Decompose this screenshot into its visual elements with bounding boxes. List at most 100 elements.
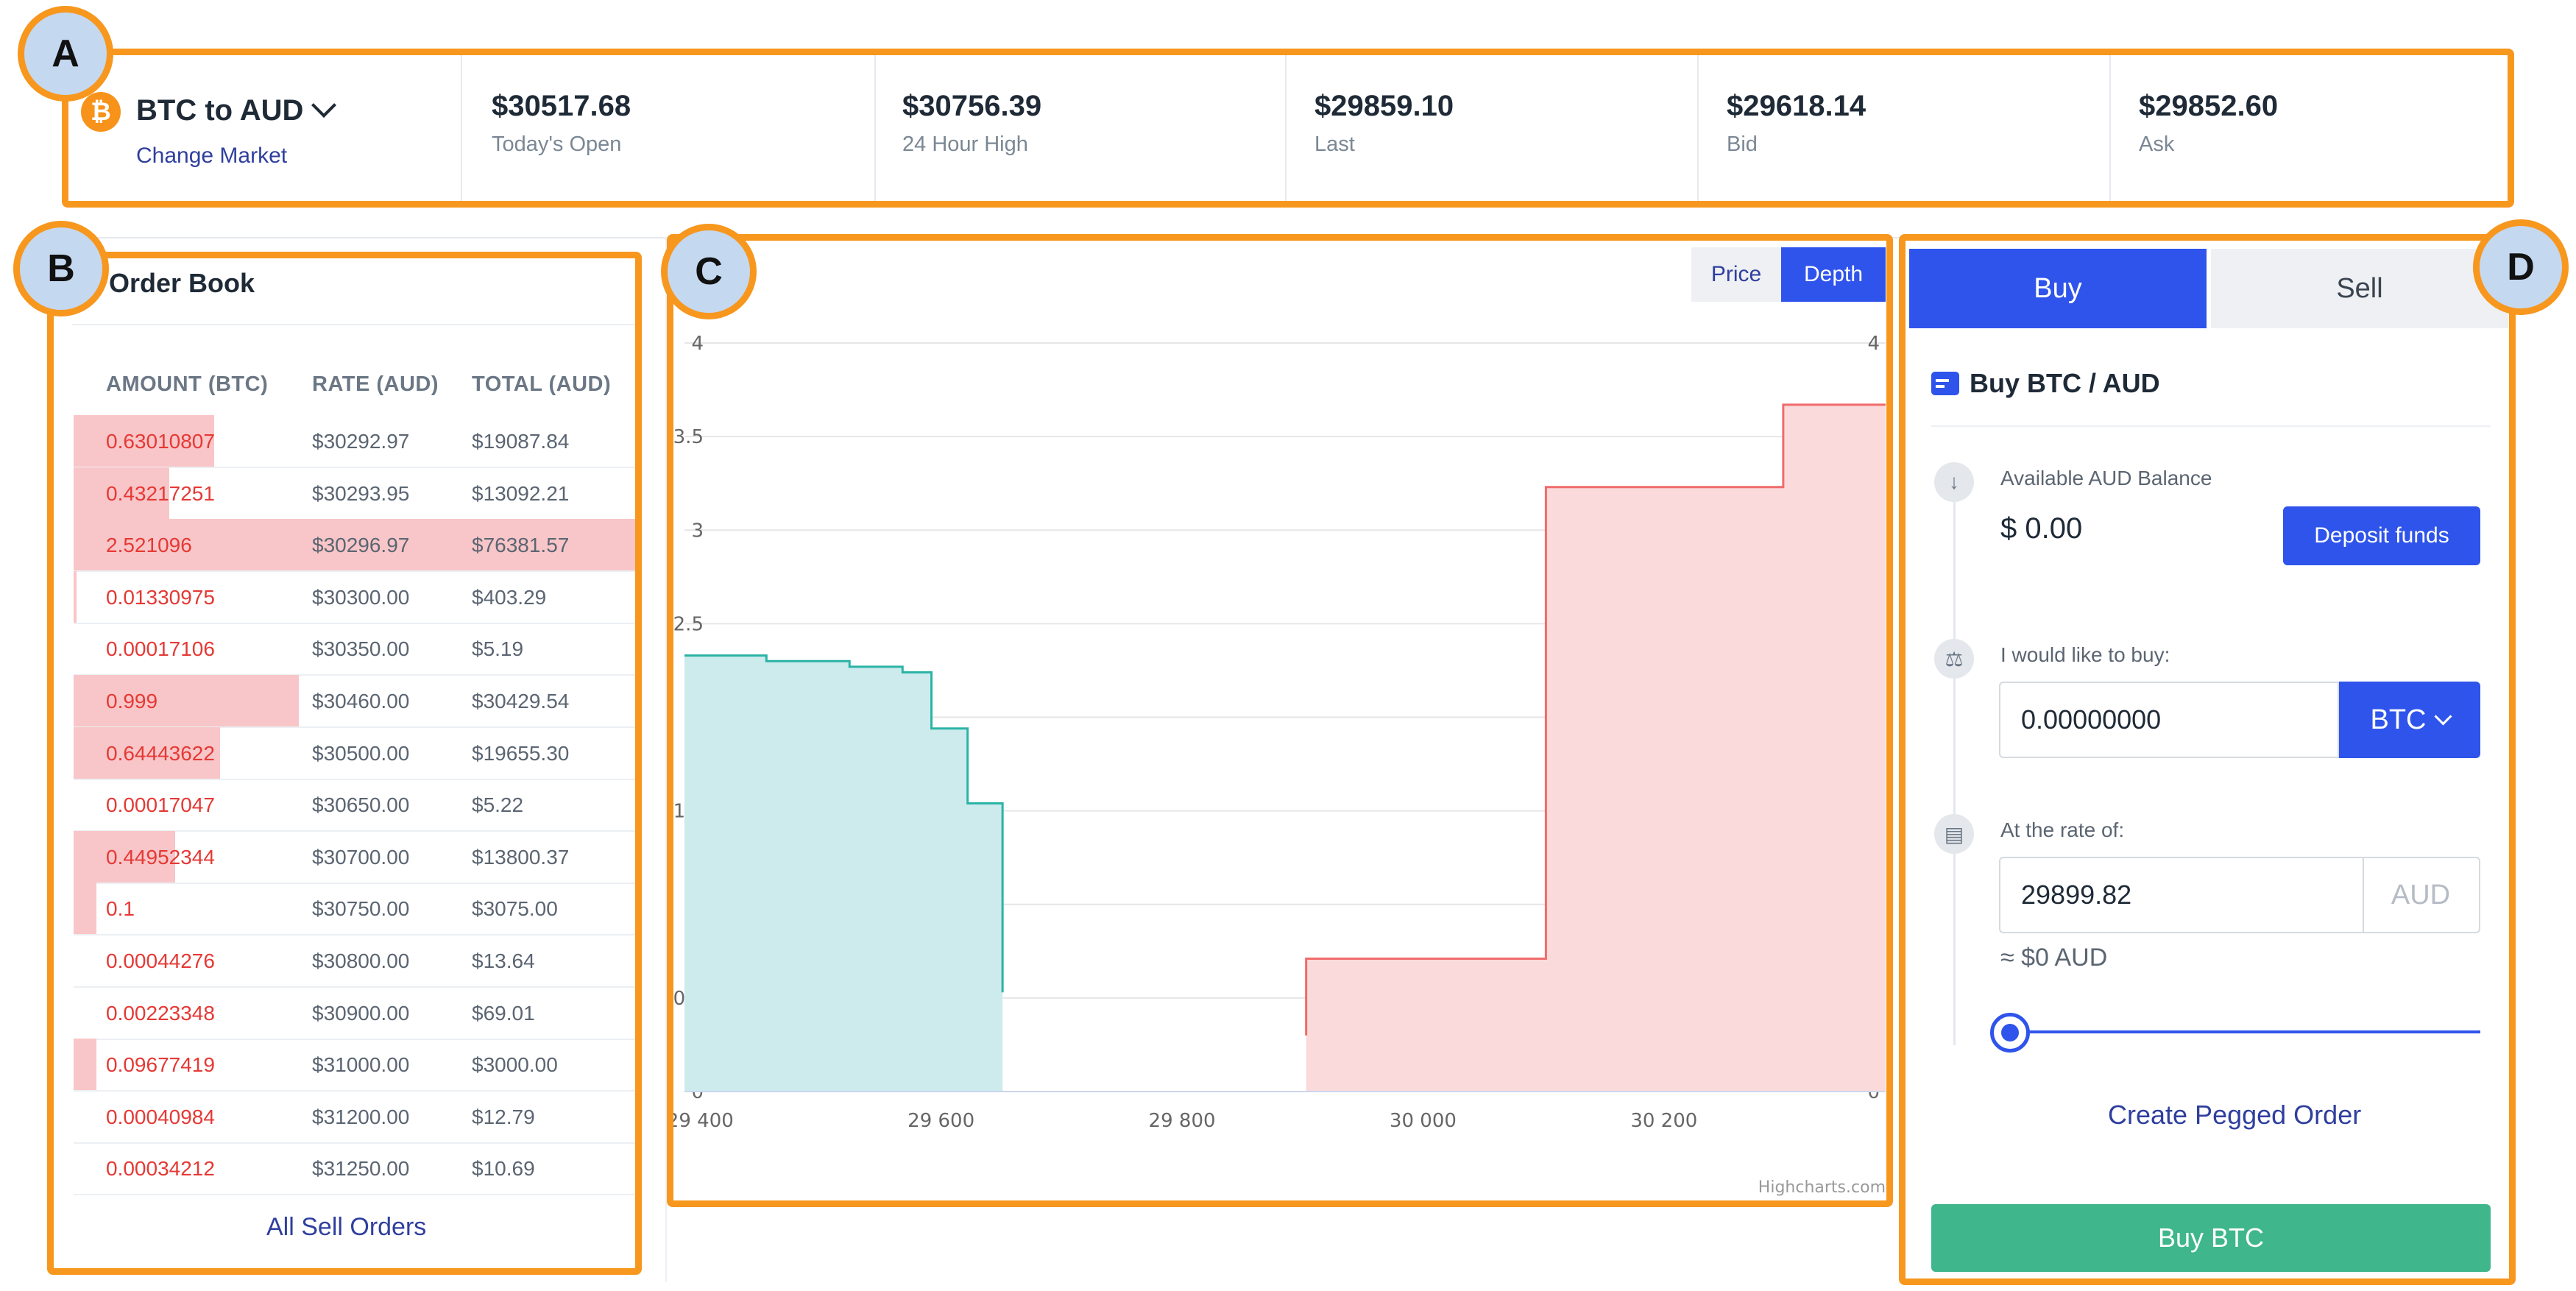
depth-bar	[74, 830, 175, 883]
order-total: $403.29	[472, 585, 547, 609]
scale-icon: ⚖	[1934, 639, 1974, 679]
rate-unit-label: AUD	[2391, 879, 2451, 910]
order-amount: 0.44952344	[106, 845, 215, 869]
create-pegged-order-link[interactable]: Create Pegged Order	[2108, 1100, 2362, 1130]
order-book-row[interactable]: 0.00034212 $31250.00 $10.69	[74, 1142, 636, 1196]
buy-amount-value: 0.00000000	[2021, 704, 2162, 735]
highcharts-credit: Highcharts.com	[1758, 1178, 1886, 1197]
rate-input[interactable]: 29899.82	[1999, 857, 2364, 933]
rate-input-value: 29899.82	[2021, 880, 2132, 910]
wallet-check-icon	[1931, 372, 1959, 395]
order-book-row[interactable]: 0.09677419 $31000.00 $3000.00	[74, 1039, 636, 1092]
change-market-link[interactable]: Change Market	[136, 144, 288, 168]
market-pair-selector[interactable]: BTC to AUD	[136, 88, 337, 132]
order-book-row[interactable]: 0.00223348 $30900.00 $69.01	[74, 987, 636, 1040]
order-amount: 0.999	[106, 690, 158, 712]
order-amount: 0.01330975	[106, 585, 215, 609]
order-total: $3000.00	[472, 1053, 558, 1077]
stat-value: $30517.68	[492, 90, 631, 122]
order-rate: $31000.00	[312, 1053, 410, 1077]
order-total: $12.79	[472, 1105, 535, 1128]
order-amount: 0.64443622	[106, 741, 215, 765]
currency-select-label: BTC	[2370, 704, 2427, 735]
stat-value: $29859.10	[1314, 90, 1454, 122]
annotation-frame-b	[47, 252, 642, 1275]
bitcoin-icon: ₿	[81, 92, 121, 132]
order-rate: $31250.00	[312, 1157, 410, 1181]
slider-handle[interactable]	[1990, 1013, 2030, 1053]
order-amount: 0.00044276	[106, 949, 215, 972]
currency-select[interactable]: BTC	[2339, 682, 2480, 758]
stat-bid: $29618.14 Bid	[1697, 53, 2111, 208]
depth-bar	[74, 570, 77, 623]
buy-tab[interactable]: Buy	[1909, 249, 2207, 328]
divider	[1931, 425, 2491, 427]
order-rate: $30296.97	[312, 534, 410, 557]
ask-depth-line	[1305, 403, 1886, 1036]
order-book-row[interactable]: 0.64443622 $30500.00 $19655.30	[74, 726, 636, 780]
order-rate: $30460.00	[312, 690, 410, 712]
order-book-row[interactable]: 0.999 $30460.00 $30429.54	[74, 675, 636, 728]
divider	[72, 324, 640, 325]
order-total: $19087.84	[472, 430, 570, 453]
annotation-badge-a: A	[18, 6, 113, 102]
buy-amount-input[interactable]: 0.00000000	[1999, 682, 2339, 758]
x-tick-label: 29 400	[671, 1110, 734, 1132]
order-rate: $30700.00	[312, 845, 410, 869]
order-book-row[interactable]: 0.44952344 $30700.00 $13800.37	[74, 830, 636, 884]
rate-tag-icon: ▤	[1934, 814, 1974, 854]
order-total: $19655.30	[472, 741, 570, 765]
order-book-row[interactable]: 0.00040984 $31200.00 $12.79	[74, 1091, 636, 1144]
order-rate: $30800.00	[312, 949, 410, 972]
price-toggle-button[interactable]: Price	[1691, 247, 1781, 302]
order-book-row[interactable]: 0.00044276 $30800.00 $13.64	[74, 935, 636, 988]
order-amount: 0.63010807	[106, 430, 215, 453]
order-book-row[interactable]: 0.00017047 $30650.00 $5.22	[74, 779, 636, 832]
order-amount: 0.09677419	[106, 1053, 215, 1077]
order-amount: 0.00017047	[106, 793, 215, 817]
stat-label: Ask	[2139, 132, 2175, 156]
y-tick-label-left: 3	[691, 520, 704, 542]
sell-tab[interactable]: Sell	[2211, 249, 2508, 328]
order-amount: 0.1	[106, 897, 135, 921]
order-book-row[interactable]: 0.01330975 $30300.00 $403.29	[74, 570, 636, 624]
order-book-row[interactable]: 0.1 $30750.00 $3075.00	[74, 883, 636, 936]
y-tick-label-right: 4	[1867, 333, 1880, 355]
depth-toggle-button[interactable]: Depth	[1781, 247, 1886, 302]
order-rate: $30500.00	[312, 741, 410, 765]
order-book-row[interactable]: 0.00017106 $30350.00 $5.19	[74, 623, 636, 676]
deposit-funds-button[interactable]: Deposit funds	[2283, 506, 2480, 565]
order-book-row[interactable]: 2.521096 $30296.97 $76381.57	[74, 519, 636, 573]
order-amount: 0.00040984	[106, 1105, 215, 1128]
stat-value: $29852.60	[2139, 90, 2279, 122]
depth-bar	[74, 519, 636, 571]
depth-bar	[74, 415, 214, 467]
all-sell-orders-link[interactable]: All Sell Orders	[266, 1213, 427, 1241]
stat-ask: $29852.60 Ask	[2109, 53, 2507, 208]
buy-btc-button[interactable]: Buy BTC	[1931, 1204, 2491, 1272]
order-total: $76381.57	[472, 534, 570, 557]
order-total: $13.64	[472, 949, 535, 972]
y-tick-label-left: 4	[691, 333, 704, 355]
stat-label: 24 Hour High	[902, 132, 1028, 156]
stat-last: $29859.10 Last	[1285, 53, 1699, 208]
bid-depth-area	[684, 655, 1003, 1092]
column-header-rate: RATE (AUD)	[312, 372, 439, 396]
trade-title: Buy BTC / AUD	[1970, 368, 2160, 398]
stat-label: Bid	[1727, 132, 1758, 156]
order-book-row[interactable]: 0.63010807 $30292.97 $19087.84	[74, 415, 636, 468]
y-tick-label-left: 2.5	[673, 613, 704, 635]
order-amount: 0.43217251	[106, 481, 215, 505]
sell-tab-label: Sell	[2336, 272, 2383, 304]
column-header-total: TOTAL (AUD)	[472, 372, 612, 396]
bid-depth-line	[684, 654, 1004, 993]
order-rate: $30292.97	[312, 430, 410, 453]
buy-btc-label: Buy BTC	[2157, 1223, 2265, 1253]
step-line	[1953, 501, 1956, 1045]
x-tick-label: 30 200	[1630, 1110, 1697, 1132]
stat-label: Last	[1314, 132, 1355, 156]
slider-track	[2005, 1030, 2480, 1033]
amount-slider[interactable]	[1990, 1013, 2480, 1053]
order-rate: $30750.00	[312, 897, 410, 921]
